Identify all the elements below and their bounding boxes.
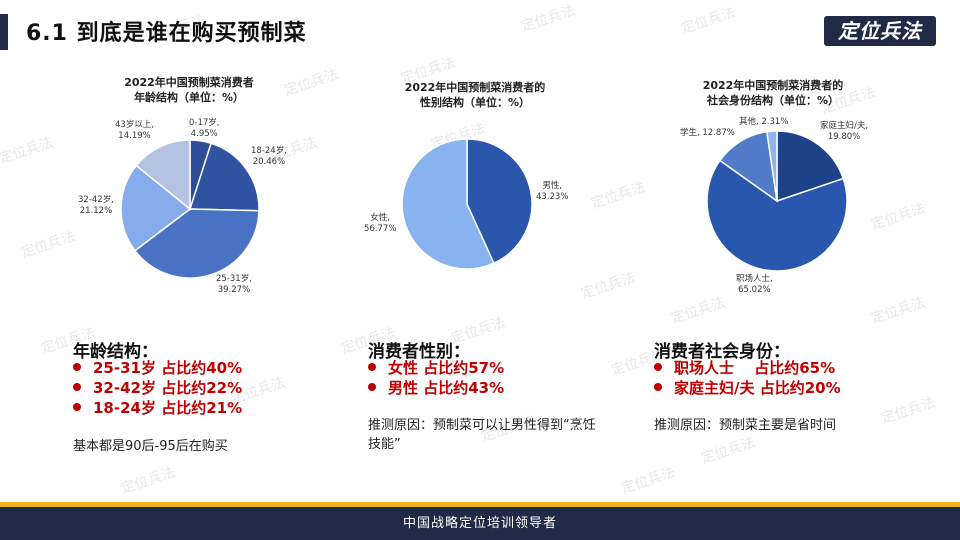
bullet-dot [368,363,376,371]
identity-label-other: 其他, 2.31% [739,117,789,127]
pie-slice-2-3 [766,130,778,202]
age-label-43-plus: 43岁以上, 14.19% [115,120,155,141]
age-bullet-item: 18-24岁 占比约21% [73,398,242,418]
watermark-text: 定位兵法 [282,66,341,100]
age-label-0-17: 0-17岁, 4.95% [189,118,220,139]
identity-label-student: 学生, 12.87% [680,128,735,138]
age-bullet-item: 25-31岁 占比约40% [73,358,242,378]
bullet-dot [73,383,81,391]
watermark-text: 定位兵法 [19,228,78,262]
age-chart-title-text: 2022年中国预制菜消费者 年龄结构（单位：%） [124,76,254,104]
identity-bullet-item: 职场人士 占比约65% [654,358,841,378]
bullet-dot [73,403,81,411]
gender-chart-title: 2022年中国预制菜消费者的 性别结构（单位：%） [382,80,568,110]
bullet-dot [73,363,81,371]
brand-logo: 定位兵法 [824,16,936,46]
watermark-text: 定位兵法 [679,4,738,38]
identity-pie-chart [706,130,848,272]
gender-note: 推测原因：预制菜可以让男性得到“烹饪技能” [368,418,596,452]
watermark-text: 定位兵法 [589,179,648,213]
identity-note: 推测原因：预制菜主要是省时间 [654,418,837,433]
footer-accent-line [0,502,960,507]
age-section-heading: 年龄结构： [73,342,158,362]
watermark-text: 定位兵法 [119,464,178,498]
age-pie-chart [120,139,260,279]
bullet-dot [654,383,662,391]
gender-bullet-list: 女性 占比约57% 男性 占比约43% [368,358,504,398]
watermark-text: 定位兵法 [869,294,928,328]
pie-slice-0-4 [135,139,191,211]
identity-label-homemaker: 家庭主妇/夫, 19.80% [820,121,869,142]
gender-bullet-item: 女性 占比约57% [368,358,504,378]
age-bullet-list: 25-31岁 占比约40% 32-42岁 占比约22% 18-24岁 占比约21… [73,358,242,418]
watermark-text: 定位兵法 [579,269,638,303]
identity-bullet-list: 职场人士 占比约65% 家庭主妇/夫 占比约20% [654,358,841,398]
watermark-text: 定位兵法 [669,294,728,328]
identity-chart-title: 2022年中国预制菜消费者的 社会身份结构（单位：%） [680,78,866,108]
pie-slice-1-1 [401,138,495,270]
page-title: 6.1 到底是谁在购买预制菜 [26,21,307,46]
pie-slice-0-2 [133,208,260,279]
pie-slice-0-3 [120,164,192,252]
age-chart-title: 2022年中国预制菜消费者 年龄结构（单位：%） [104,75,274,105]
age-label-18-24: 18-24岁, 20.46% [251,146,287,167]
age-note: 基本都是90后-95后在购买 [73,439,228,454]
pie-slice-0-1 [188,142,260,212]
identity-chart-title-text: 2022年中国预制菜消费者的 社会身份结构（单位：%） [702,79,844,107]
pie-slice-2-2 [718,130,778,203]
gender-label-female: 女性, 56.77% [364,213,397,234]
watermark-text: 定位兵法 [869,200,928,234]
age-label-32-42: 32-42岁, 21.12% [78,195,114,216]
identity-section-heading: 消费者社会身份： [654,342,790,362]
gender-label-male: 男性, 43.23% [536,181,569,202]
bullet-dot [368,383,376,391]
age-bullet-item: 32-42岁 占比约22% [73,378,242,398]
footer-banner: 中国战略定位培训领导者 [0,507,960,540]
watermark-text: 定位兵法 [619,464,678,498]
bullet-dot [654,363,662,371]
gender-chart-title-text: 2022年中国预制菜消费者的 性别结构（单位：%） [404,81,546,109]
identity-label-professional: 职场人士, 65.02% [736,274,773,295]
title-accent-bar [0,14,8,50]
watermark-text: 定位兵法 [0,134,56,168]
identity-bullet-item: 家庭主妇/夫 占比约20% [654,378,841,398]
age-label-25-31: 25-31岁, 39.27% [216,274,252,295]
pie-slice-1-0 [466,138,533,265]
gender-section-heading: 消费者性别： [368,342,470,362]
gender-pie-chart [401,138,533,270]
watermark-text: 定位兵法 [699,434,758,468]
pie-slice-2-1 [706,159,848,272]
watermark-text: 定位兵法 [519,2,578,36]
gender-bullet-item: 男性 占比约43% [368,378,504,398]
